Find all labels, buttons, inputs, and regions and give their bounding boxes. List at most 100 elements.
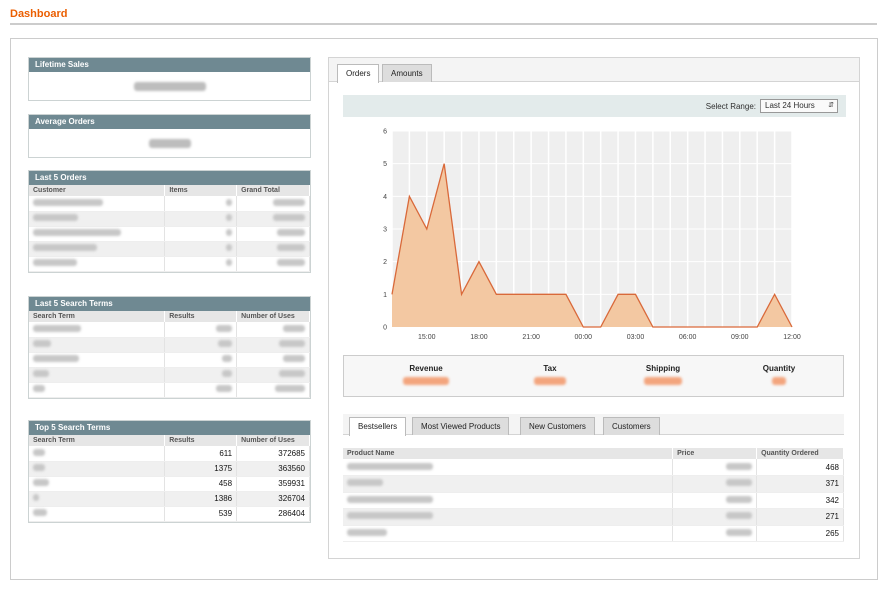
total-quantity: Quantity	[734, 364, 824, 387]
table-row[interactable]	[29, 256, 310, 272]
table-row[interactable]	[29, 367, 310, 383]
tax-value	[534, 377, 566, 385]
average-orders-title: Average Orders	[29, 115, 310, 129]
x-tick-label: 06:00	[679, 334, 697, 341]
table-row[interactable]: 1386 326704	[29, 491, 310, 507]
select-arrows-icon: ⇵	[828, 102, 834, 109]
col-header-price: Price	[672, 448, 758, 459]
results-cell: 1386	[164, 491, 238, 507]
results-cell: 458	[164, 476, 238, 492]
totals-bar: Revenue Tax Shipping Quantity	[343, 355, 844, 397]
quantity-label: Quantity	[762, 364, 796, 373]
last-search-table: Search Term Results Number of Uses	[29, 311, 310, 398]
chart-x-axis: 15:00 18:00 21:00 00:00 03:00 06:00 09:00 12:00	[418, 334, 801, 341]
tab-most-viewed-products[interactable]: Most Viewed Products	[412, 417, 510, 435]
table-row[interactable]	[29, 322, 310, 338]
range-select-value: Last 24 Hours	[765, 101, 815, 110]
col-header-search-term: Search Term	[29, 311, 166, 322]
table-row[interactable]: 468	[343, 459, 844, 476]
table-row[interactable]	[29, 211, 310, 227]
y-tick-label: 5	[383, 161, 387, 168]
table-row[interactable]	[29, 352, 310, 368]
quantity-cell: 271	[756, 508, 844, 526]
top-search-table: Search Term Results Number of Uses 611 37…	[29, 435, 310, 522]
table-row[interactable]: 1375 363560	[29, 461, 310, 477]
last-search-title: Last 5 Search Terms	[29, 297, 310, 311]
x-tick-label: 21:00	[522, 334, 540, 341]
tab-customers[interactable]: Customers	[603, 417, 660, 435]
x-tick-label: 00:00	[575, 334, 593, 341]
last-orders-title: Last 5 Orders	[29, 171, 310, 185]
y-tick-label: 2	[383, 259, 387, 266]
chart-y-axis: 0 1 2 3 4 5 6	[383, 129, 387, 332]
col-header-results: Results	[164, 435, 238, 446]
col-header-search-term: Search Term	[29, 435, 166, 446]
last-search-box: Last 5 Search Terms Search Term Results …	[28, 296, 311, 399]
last-orders-table: Customer Items Grand Total	[29, 185, 310, 272]
page-title: Dashboard	[10, 8, 68, 20]
graph-tab-bar: Orders Amounts	[329, 58, 859, 83]
x-tick-label: 09:00	[731, 334, 749, 341]
tab-amounts[interactable]: Amounts	[382, 64, 432, 82]
x-tick-label: 15:00	[418, 334, 436, 341]
revenue-value	[403, 377, 449, 385]
table-row[interactable]	[29, 241, 310, 257]
col-header-grand-total: Grand Total	[236, 185, 310, 196]
y-tick-label: 6	[383, 129, 387, 136]
lifetime-sales-box: Lifetime Sales	[28, 57, 311, 101]
table-row[interactable]	[29, 226, 310, 242]
bestsellers-table: Product Name Price Quantity Ordered 468 …	[343, 448, 844, 542]
uses-cell: 363560	[236, 461, 310, 477]
quantity-cell: 371	[756, 475, 844, 493]
table-row[interactable]: 539 286404	[29, 506, 310, 522]
table-row[interactable]: 342	[343, 492, 844, 509]
table-row[interactable]	[29, 382, 310, 398]
col-header-number-of-uses: Number of Uses	[236, 435, 310, 446]
y-tick-label: 3	[383, 227, 387, 234]
x-tick-label: 12:00	[783, 334, 801, 341]
results-cell: 611	[164, 446, 238, 462]
tab-orders[interactable]: Orders	[337, 64, 380, 83]
col-header-items: Items	[164, 185, 238, 196]
quantity-value	[772, 377, 786, 385]
table-row[interactable]	[29, 337, 310, 353]
total-revenue: Revenue	[381, 364, 471, 387]
table-row[interactable]	[29, 196, 310, 212]
results-cell: 539	[164, 506, 238, 522]
table-row[interactable]: 371	[343, 475, 844, 493]
title-divider	[10, 23, 877, 25]
range-bar: Select Range: Last 24 Hours ⇵	[343, 95, 846, 117]
select-range-label: Select Range:	[705, 102, 756, 111]
y-tick-label: 0	[383, 325, 387, 332]
quantity-cell: 468	[756, 459, 844, 476]
table-row[interactable]: 458 359931	[29, 476, 310, 492]
bestsellers-grid: Product Name Price Quantity Ordered 468 …	[343, 448, 844, 542]
col-header-product-name: Product Name	[343, 448, 674, 459]
col-header-quantity-ordered: Quantity Ordered	[756, 448, 844, 459]
average-orders-value	[148, 138, 191, 148]
x-tick-label: 03:00	[627, 334, 645, 341]
tab-bestsellers[interactable]: Bestsellers	[349, 417, 407, 436]
quantity-cell: 342	[756, 492, 844, 509]
table-row[interactable]: 271	[343, 508, 844, 526]
tax-label: Tax	[543, 364, 557, 373]
y-tick-label: 1	[383, 292, 387, 299]
revenue-label: Revenue	[409, 364, 443, 373]
uses-cell: 286404	[236, 506, 310, 522]
col-header-number-of-uses: Number of Uses	[236, 311, 310, 322]
average-orders-box: Average Orders	[28, 114, 311, 158]
uses-cell: 359931	[236, 476, 310, 492]
orders-chart: 0 1 2 3 4 5 6 15:00 18:00 21:00 00:00 03:00 06:00 09…	[383, 129, 801, 342]
range-select[interactable]: Last 24 Hours ⇵	[760, 99, 838, 113]
top-search-title: Top 5 Search Terms	[29, 421, 310, 435]
total-shipping: Shipping	[618, 364, 708, 387]
table-row[interactable]: 265	[343, 525, 844, 542]
shipping-label: Shipping	[645, 364, 681, 373]
x-tick-label: 18:00	[470, 334, 488, 341]
table-row[interactable]: 611 372685	[29, 446, 310, 462]
lifetime-sales-value	[133, 81, 206, 91]
shipping-value	[644, 377, 682, 385]
quantity-cell: 265	[756, 525, 844, 542]
top-search-box: Top 5 Search Terms Search Term Results N…	[28, 420, 311, 523]
tab-new-customers[interactable]: New Customers	[520, 417, 595, 435]
